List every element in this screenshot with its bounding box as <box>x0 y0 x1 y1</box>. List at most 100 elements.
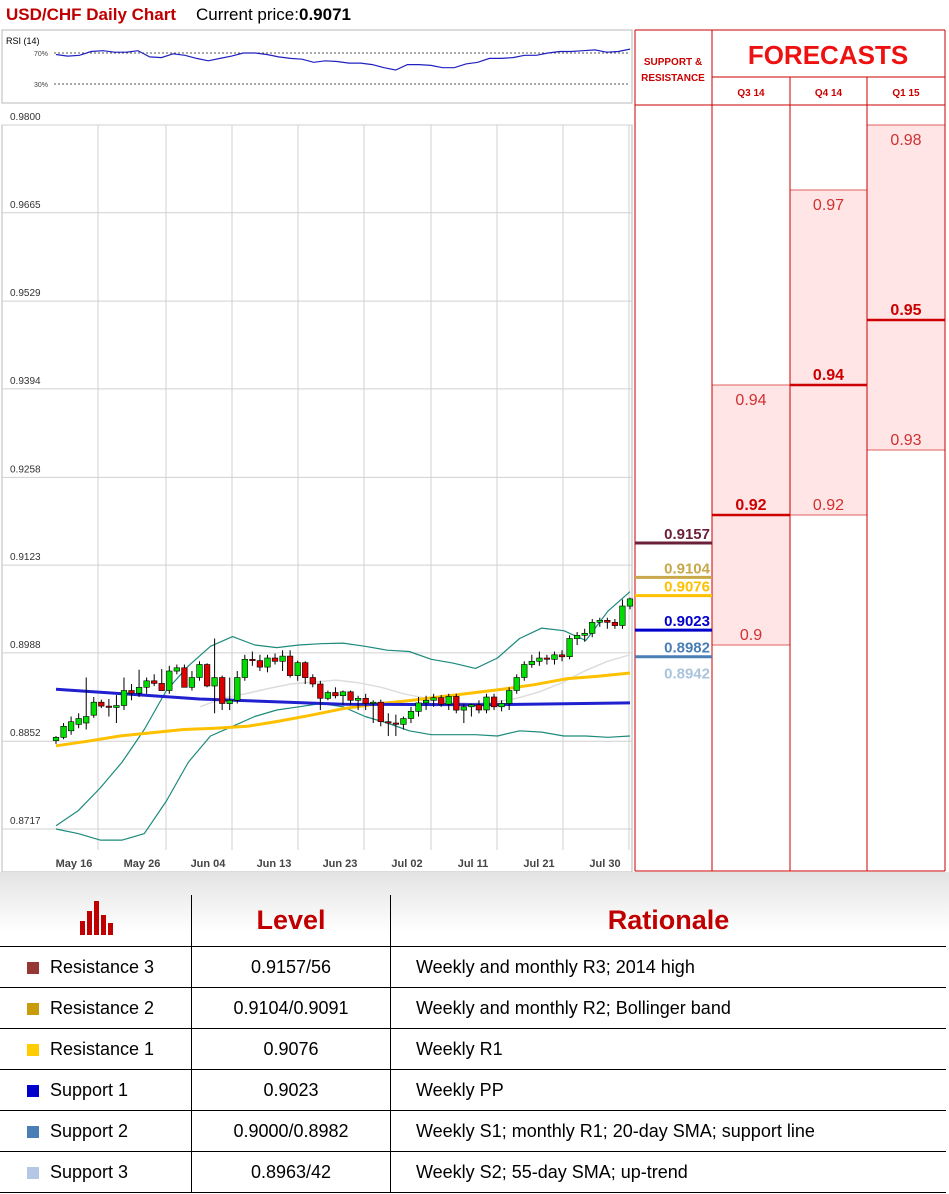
candle-body <box>60 725 67 738</box>
candle-body <box>324 692 332 699</box>
candle-body <box>90 701 97 716</box>
x-axis-ticks: May 16 May 26 Jun 04 Jun 13 Jun 23 Jul 02 Jul … <box>56 858 621 870</box>
candle-body <box>362 697 369 704</box>
candle-body <box>128 690 135 694</box>
candle-body <box>354 697 362 701</box>
table-row: Support 1 0.9023 Weekly PP <box>0 1069 946 1111</box>
level-name: Resistance 2 <box>50 997 155 1018</box>
current-price-value: 0.9071 <box>299 5 351 24</box>
candle-body <box>400 718 407 725</box>
table-row: Support 3 0.8963/42 Weekly S2; 55-day SMA;… <box>0 1151 946 1193</box>
sma55-line <box>55 671 631 748</box>
level-name-cell: Support 3 <box>0 1151 192 1193</box>
candle-body <box>105 705 112 708</box>
y-tick-label: 0.9800 <box>10 112 41 123</box>
candle-body <box>204 664 211 687</box>
candle-body <box>188 677 196 688</box>
candle-body <box>286 655 294 676</box>
level-name-cell: Support 2 <box>0 1110 192 1152</box>
candle-body <box>68 721 75 732</box>
candle-body <box>581 632 588 636</box>
bollinger-upper-line <box>55 591 631 827</box>
candle-body <box>415 702 422 712</box>
candle-body <box>385 721 392 724</box>
x-tick-label: May 16 <box>56 858 93 870</box>
candle-body <box>551 654 558 660</box>
forecast-high-label: 0.97 <box>813 197 844 214</box>
level-color-swatch <box>27 1084 39 1097</box>
level-rationale: Weekly S1; monthly R1; 20-day SMA; suppo… <box>390 1110 946 1152</box>
forecast-column-header: Q4 14 <box>815 88 843 99</box>
candle-body <box>430 697 437 701</box>
sma20-line <box>199 654 631 708</box>
level-name: Resistance 3 <box>50 956 155 977</box>
candle-body <box>279 655 286 662</box>
candle-body <box>392 722 400 725</box>
sr-level-label: 0.9157 <box>664 526 710 543</box>
candle-body <box>113 705 120 708</box>
support-resistance-area: 0.94 0.92 0.9 0.97 0.94 0.92 0.98 0.95 0.93 SUPPO… <box>634 29 946 872</box>
sr-level-label: 0.8982 <box>664 640 710 657</box>
candle-body <box>589 621 596 634</box>
candle-body <box>120 690 128 706</box>
rsi-panel <box>1 29 633 104</box>
forecast-column-header: Q3 14 <box>737 88 765 99</box>
candle-body <box>211 677 218 687</box>
candle-body <box>573 634 581 639</box>
candle-body <box>475 704 483 711</box>
grid <box>2 124 632 850</box>
candle-body <box>151 680 158 684</box>
level-color-swatch <box>27 1125 39 1138</box>
level-rationale: Weekly PP <box>390 1069 946 1111</box>
forecast-column-header: Q1 15 <box>892 88 920 99</box>
candle-body <box>158 683 165 691</box>
level-rationale: Weekly and monthly R3; 2014 high <box>390 946 946 988</box>
forecast-high-label: 0.94 <box>735 392 766 409</box>
forecast-range <box>790 190 867 516</box>
level-color-swatch <box>27 961 39 974</box>
sr-level-label: 0.8942 <box>664 666 710 683</box>
candle-body <box>422 699 430 704</box>
x-tick-label: Jul 02 <box>391 858 422 870</box>
candle-body <box>498 703 505 708</box>
candle-body <box>506 690 513 704</box>
table-header-level: Level <box>191 895 391 947</box>
candle-body <box>83 716 90 724</box>
candle-body <box>483 696 490 711</box>
usdchf-chart: USD/CHF Daily Chart Current price:0.9071… <box>1 5 946 872</box>
forecast-mid-label: 0.92 <box>735 497 766 514</box>
candle-body <box>370 701 377 704</box>
candle-body <box>294 662 301 676</box>
candle-body <box>604 619 611 623</box>
forecasts-title: FORECASTS <box>748 40 908 70</box>
rsi-series-line <box>55 48 631 71</box>
candle-body <box>619 605 626 626</box>
table-row: Resistance 3 0.9157/56 Weekly and monthly … <box>0 946 946 988</box>
level-rationale: Weekly S2; 55-day SMA; up-trend <box>390 1151 946 1193</box>
x-tick-label: Jun 23 <box>323 858 358 870</box>
level-value: 0.8963/42 <box>191 1151 391 1193</box>
candle-body <box>543 657 550 660</box>
candle-body <box>249 658 256 661</box>
level-name: Support 2 <box>50 1120 129 1141</box>
current-price-label: Current price: <box>196 5 299 24</box>
forecast-low-label: 0.92 <box>813 497 844 514</box>
rsi-level-30: 30% <box>34 82 48 89</box>
y-tick-label: 0.9258 <box>10 464 41 475</box>
forecast-mid-label: 0.95 <box>890 302 921 319</box>
y-tick-label: 0.9665 <box>10 200 41 211</box>
x-tick-label: Jul 11 <box>458 858 489 870</box>
level-value: 0.9157/56 <box>191 946 391 988</box>
candle-body <box>596 619 603 623</box>
candle-body <box>241 658 248 678</box>
current-price: Current price:0.9071 <box>196 5 351 24</box>
bollinger-lower-line <box>55 702 631 841</box>
y-tick-label: 0.9529 <box>10 288 41 299</box>
level-name-cell: Resistance 1 <box>0 1028 192 1070</box>
candle-body <box>332 692 339 697</box>
candle-body <box>75 718 82 725</box>
candle-body <box>256 660 264 668</box>
level-name-cell: Resistance 2 <box>0 987 192 1029</box>
sr-level-label: 0.9076 <box>664 579 710 596</box>
level-color-swatch <box>27 1043 39 1056</box>
